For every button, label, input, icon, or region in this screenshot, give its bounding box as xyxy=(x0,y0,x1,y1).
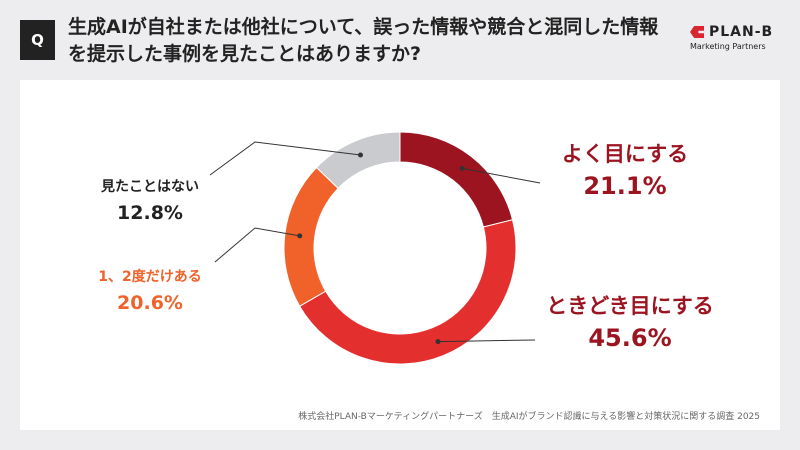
value-label: 21.1% xyxy=(583,172,667,200)
question-badge: Q xyxy=(20,20,55,60)
label-sometimes: ときどき目にする 45.6% xyxy=(535,290,725,352)
leader-line xyxy=(438,339,536,343)
slice-never xyxy=(315,131,401,190)
leader-line xyxy=(209,141,361,176)
logo-mark-icon xyxy=(690,26,704,38)
logo-subtitle: Marketing Partners xyxy=(690,42,766,51)
leader-dot xyxy=(297,233,303,239)
value-label: 20.6% xyxy=(117,292,183,314)
slice-once xyxy=(283,166,339,307)
leader-line xyxy=(462,167,541,184)
page-title: 生成AIが自社または他社について、誤った情報や競合と混同した情報を提示した事例を… xyxy=(68,16,659,65)
slice-sometimes xyxy=(298,219,517,365)
leader-line xyxy=(214,227,300,263)
label-never: 見たことはない 12.8% xyxy=(85,176,215,224)
category-label: よく目にする xyxy=(561,142,689,166)
value-label: 45.6% xyxy=(588,324,672,352)
leader-dot xyxy=(435,339,441,345)
leader-dot xyxy=(358,152,364,158)
slice-often xyxy=(399,131,514,228)
logo-name: PLAN-B xyxy=(709,24,774,40)
value-label: 12.8% xyxy=(117,202,183,224)
label-often: よく目にする 21.1% xyxy=(545,138,705,200)
category-label: ときどき目にする xyxy=(546,294,714,318)
category-label: 1、2度だけある xyxy=(98,269,202,285)
label-once: 1、2度だけある 20.6% xyxy=(85,266,215,314)
category-label: 見たことはない xyxy=(101,179,199,195)
source-note: 株式会社PLAN-Bマーケティングパートナーズ 生成AIがブランド認識に与える影… xyxy=(298,412,760,422)
logo: PLAN-B Marketing Partners xyxy=(690,24,773,51)
leader-dot xyxy=(459,165,465,171)
